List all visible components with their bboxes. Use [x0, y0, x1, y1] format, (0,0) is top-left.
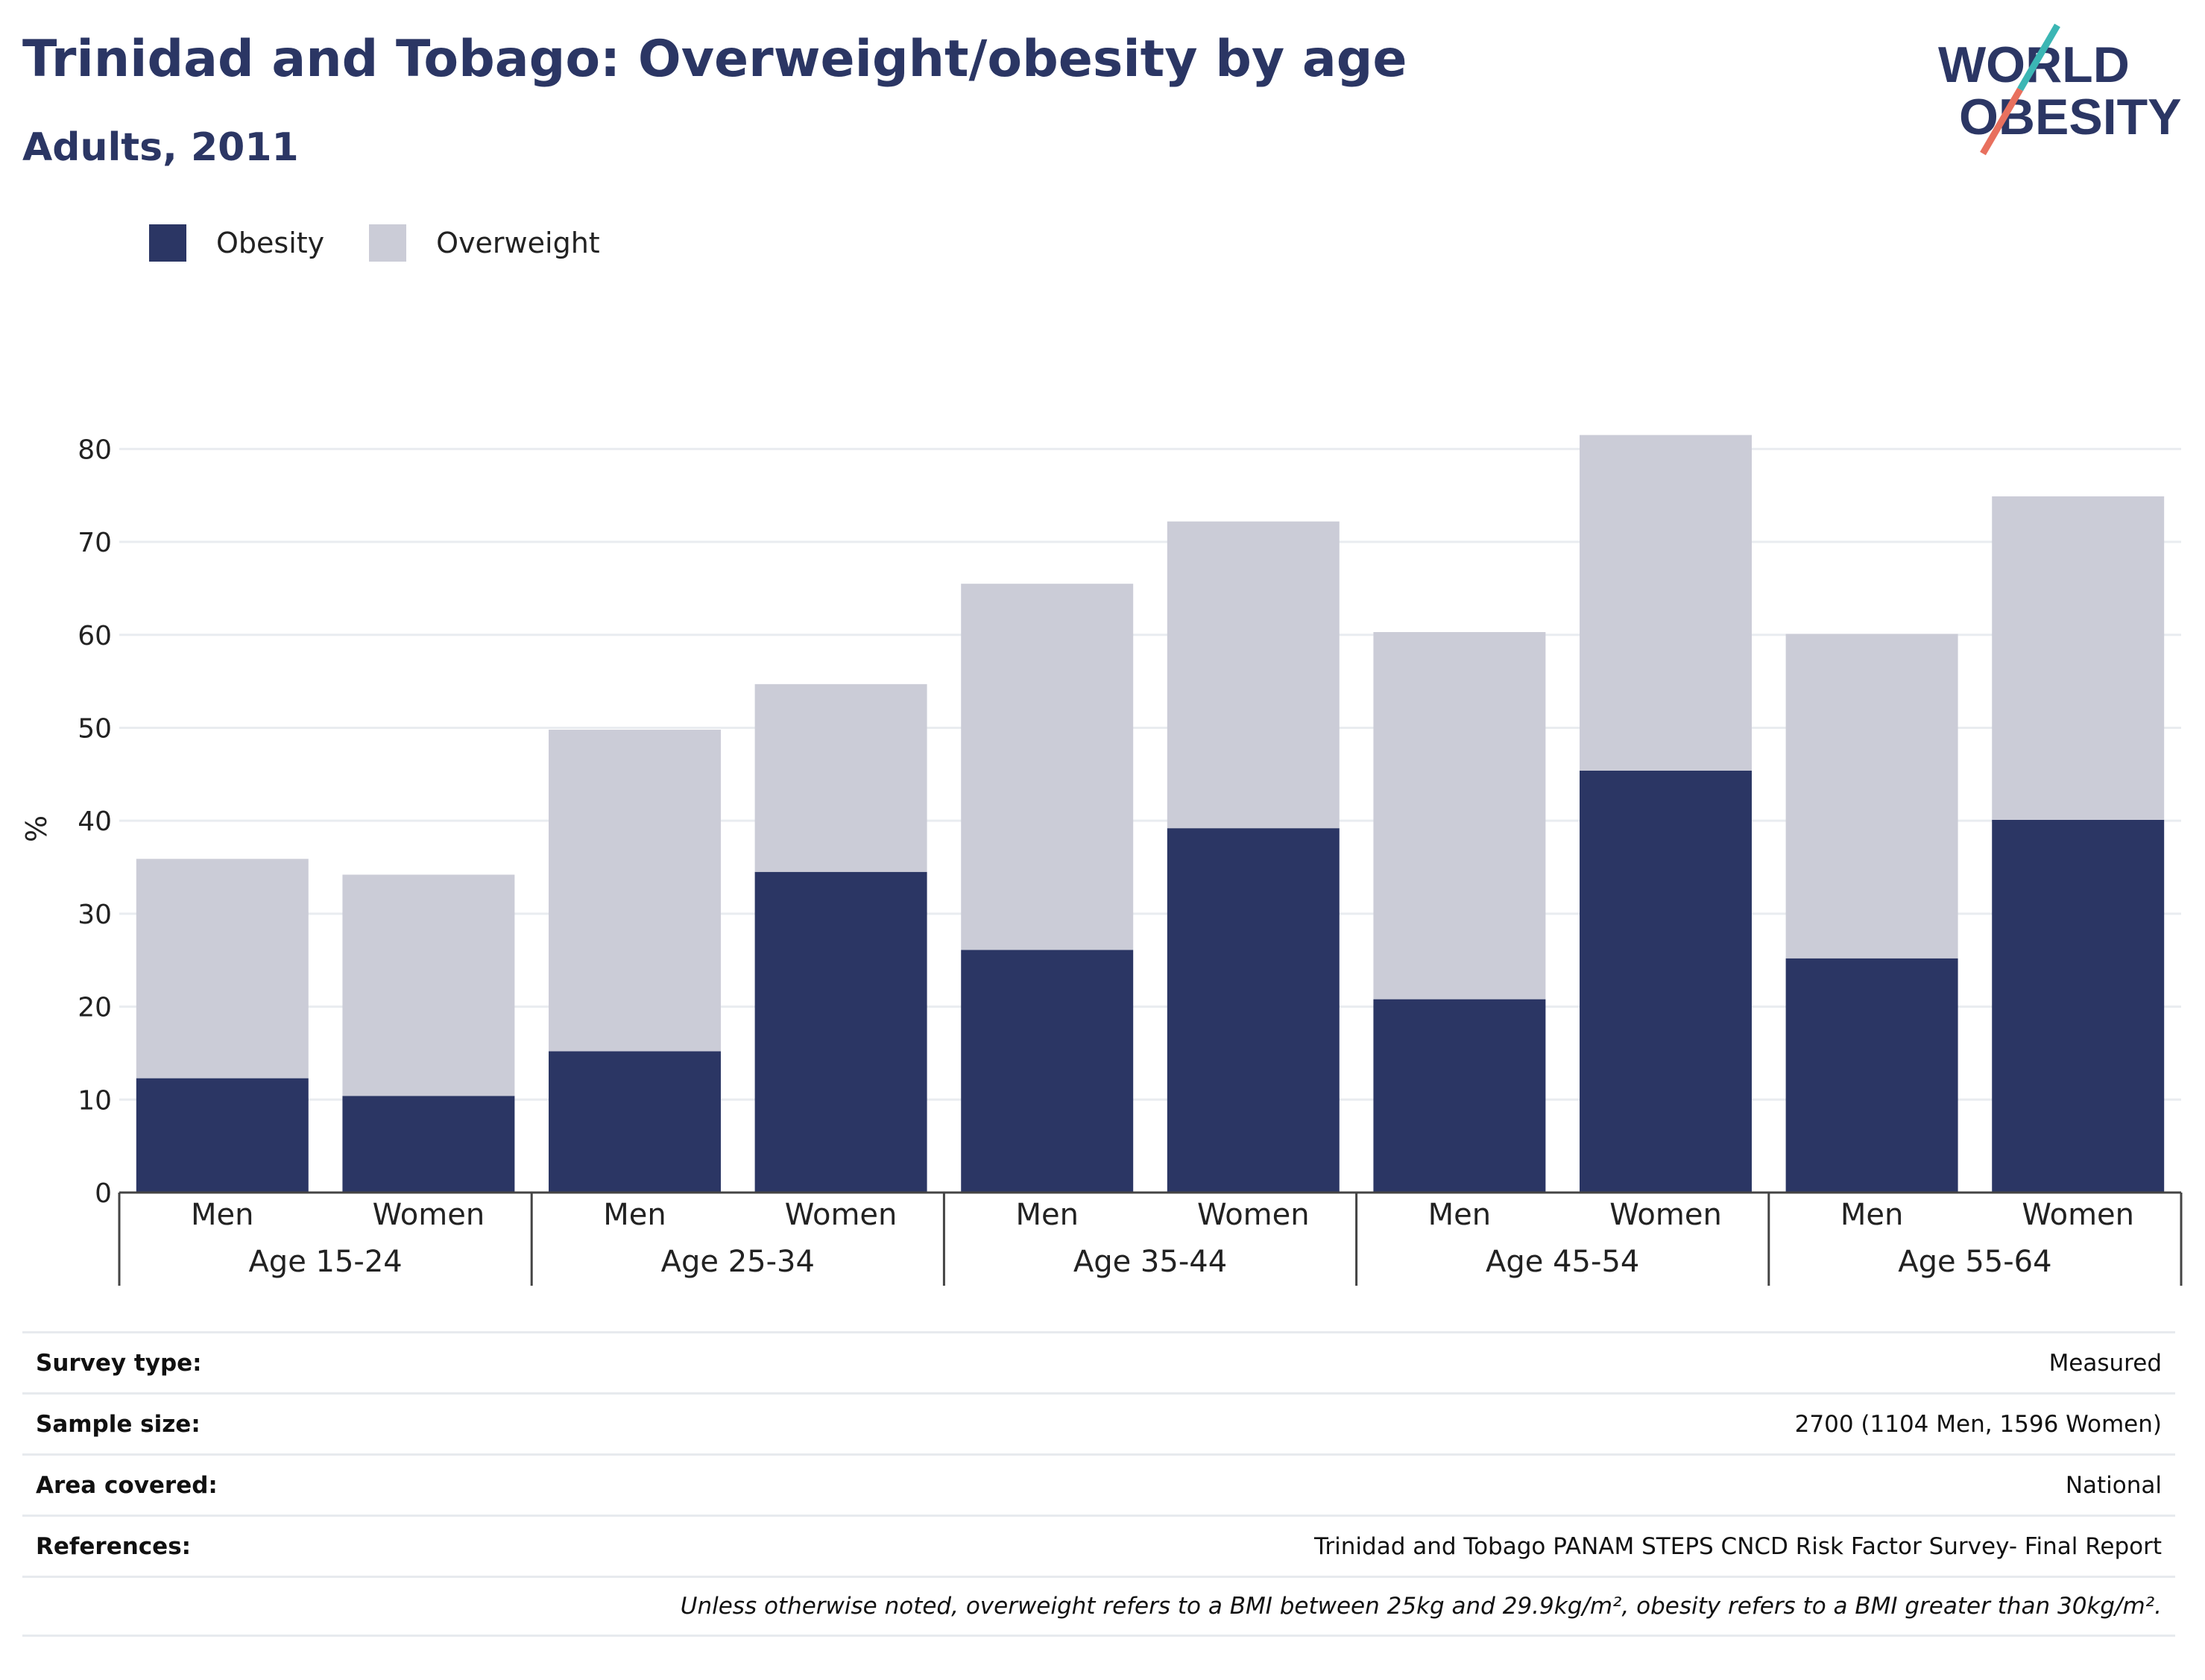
legend-item-overweight[interactable]: Overweight: [369, 224, 600, 262]
info-row-area-covered: Area covered: National: [22, 1453, 2175, 1515]
group-label: Age 15-24: [248, 1245, 402, 1279]
bar-overweight-2: [549, 729, 721, 1052]
y-tick-label: 40: [78, 806, 112, 837]
info-label: Area covered:: [36, 1471, 218, 1499]
x-tick-label: Men: [1428, 1198, 1491, 1232]
x-tick-label: Women: [373, 1198, 485, 1232]
x-tick-label: Women: [2022, 1198, 2134, 1232]
chart-legend: Obesity Overweight: [149, 222, 645, 264]
info-label: Survey type:: [36, 1349, 202, 1377]
info-value: Measured: [2048, 1349, 2162, 1377]
info-row-survey-type: Survey type: Measured: [22, 1331, 2175, 1392]
y-tick-label: 70: [78, 528, 112, 558]
info-value: 2700 (1104 Men, 1596 Women): [1794, 1410, 2162, 1438]
bar-overweight-8: [1785, 634, 1958, 959]
survey-info-table: Survey type: Measured Sample size: 2700 …: [22, 1331, 2175, 1637]
info-label: References:: [36, 1532, 192, 1560]
y-tick-label: 50: [78, 713, 112, 744]
bar-obesity-7: [1580, 770, 1752, 1193]
group-label: Age 45-54: [1486, 1245, 1639, 1279]
x-tick-label: Women: [785, 1198, 898, 1232]
y-tick-label: 30: [78, 900, 112, 930]
bar-obesity-9: [1992, 819, 2165, 1193]
chart-subtitle: Adults, 2011: [22, 125, 299, 170]
group-label: Age 25-34: [661, 1245, 815, 1279]
world-obesity-logo: WORLD OBESITY: [1938, 23, 2182, 156]
legend-swatch-overweight: [369, 224, 407, 262]
bar-obesity-2: [549, 1051, 721, 1193]
stacked-bar-chart: 0 10 20 30 40 50 60 70 80% Men Women Men Women Men Wom…: [20, 435, 2183, 1286]
y-tick-label: 80: [78, 435, 112, 465]
bar-overweight-0: [136, 859, 309, 1079]
y-axis-label: %: [20, 815, 53, 842]
y-tick-label: 60: [78, 621, 112, 651]
x-tick-label: Men: [1015, 1198, 1078, 1232]
info-row-sample-size: Sample size: 2700 (1104 Men, 1596 Women): [22, 1392, 2175, 1453]
x-tick-label: Women: [1609, 1198, 1722, 1232]
bar-overweight-1: [342, 874, 515, 1096]
x-tick-label: Men: [191, 1198, 253, 1232]
legend-label-obesity: Obesity: [216, 227, 325, 259]
bar-obesity-0: [136, 1078, 309, 1193]
x-tick-label: Women: [1197, 1198, 1310, 1232]
bar-overweight-9: [1992, 496, 2165, 820]
x-tick-label: Men: [603, 1198, 666, 1232]
bar-overweight-5: [1167, 521, 1340, 829]
bar-obesity-1: [342, 1096, 515, 1193]
legend-item-obesity[interactable]: Obesity: [149, 224, 324, 262]
bar-overweight-4: [961, 584, 1134, 950]
bar-obesity-5: [1167, 828, 1340, 1193]
y-tick-label: 20: [78, 993, 112, 1023]
info-label: Sample size:: [36, 1410, 201, 1438]
bar-obesity-6: [1373, 999, 1546, 1193]
logo-slash-top: [2017, 23, 2060, 92]
y-tick-label: 0: [95, 1178, 112, 1209]
x-tick-label: Men: [1840, 1198, 1903, 1232]
info-value: Trinidad and Tobago PANAM STEPS CNCD Ris…: [1314, 1532, 2162, 1560]
info-row-note: Unless otherwise noted, overweight refer…: [22, 1576, 2175, 1637]
legend-label-overweight: Overweight: [436, 227, 600, 259]
legend-swatch-obesity: [149, 224, 186, 262]
bar-obesity-3: [754, 871, 927, 1193]
group-label: Age 35-44: [1073, 1245, 1227, 1279]
logo-slash-bottom: [1980, 87, 2023, 156]
bar-overweight-7: [1580, 435, 1752, 771]
bar-overweight-6: [1373, 632, 1546, 1000]
bar-obesity-4: [961, 950, 1134, 1193]
chart-title: Trinidad and Tobago: Overweight/obesity …: [22, 30, 1407, 89]
bar-overweight-3: [754, 683, 927, 872]
definition-note: Unless otherwise noted, overweight refer…: [680, 1593, 2162, 1620]
y-tick-label: 10: [78, 1085, 112, 1116]
info-value: National: [2065, 1471, 2162, 1499]
group-label: Age 55-64: [1898, 1245, 2051, 1279]
info-row-references: References: Trinidad and Tobago PANAM ST…: [22, 1515, 2175, 1576]
bar-obesity-8: [1785, 958, 1958, 1193]
